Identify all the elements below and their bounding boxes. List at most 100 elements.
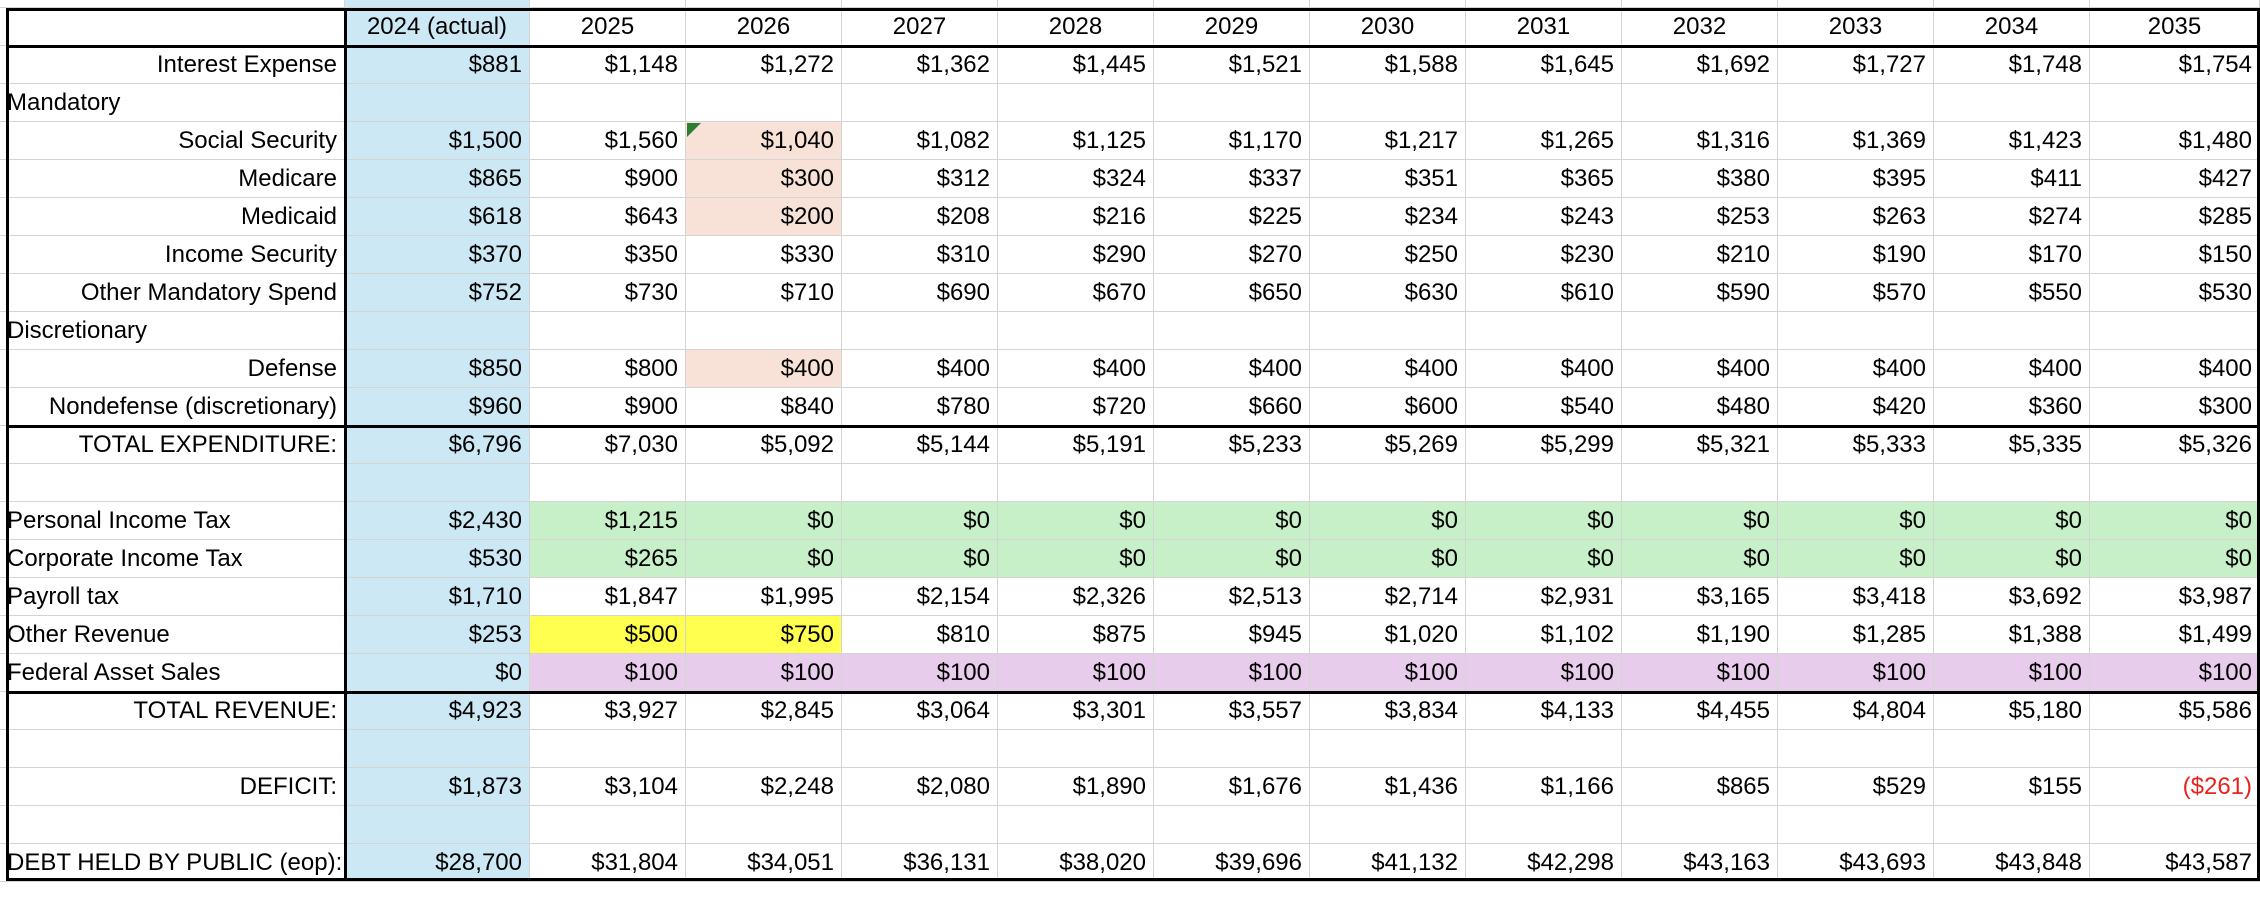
- value-cell[interactable]: $253: [345, 616, 530, 654]
- value-cell[interactable]: $300: [2090, 388, 2260, 426]
- value-cell[interactable]: $4,923: [345, 692, 530, 730]
- value-cell[interactable]: $100: [686, 654, 842, 692]
- value-cell[interactable]: [2090, 84, 2260, 122]
- value-cell[interactable]: $1,754: [2090, 46, 2260, 84]
- column-header-2030[interactable]: 2030: [1310, 8, 1466, 46]
- value-cell[interactable]: $1,020: [1310, 616, 1466, 654]
- value-cell[interactable]: $0: [686, 502, 842, 540]
- value-cell[interactable]: $1,645: [1466, 46, 1622, 84]
- value-cell[interactable]: $600: [1310, 388, 1466, 426]
- value-cell[interactable]: $370: [345, 236, 530, 274]
- value-cell[interactable]: [1622, 84, 1778, 122]
- value-cell[interactable]: $28,700: [345, 844, 530, 882]
- value-cell[interactable]: $960: [345, 388, 530, 426]
- row-label-debt-held-by-public-eop[interactable]: DEBT HELD BY PUBLIC (eop):: [0, 844, 345, 882]
- top-strip-cell[interactable]: [1154, 0, 1310, 8]
- value-cell[interactable]: $1,272: [686, 46, 842, 84]
- value-cell[interactable]: $411: [1934, 160, 2090, 198]
- value-cell[interactable]: $1,873: [345, 768, 530, 806]
- value-cell[interactable]: [686, 806, 842, 844]
- value-cell[interactable]: $2,248: [686, 768, 842, 806]
- value-cell[interactable]: $1,499: [2090, 616, 2260, 654]
- value-cell[interactable]: [1310, 730, 1466, 768]
- value-cell[interactable]: $285: [2090, 198, 2260, 236]
- value-cell[interactable]: $420: [1778, 388, 1934, 426]
- value-cell[interactable]: $1,148: [530, 46, 686, 84]
- value-cell[interactable]: [1154, 806, 1310, 844]
- value-cell[interactable]: $200: [686, 198, 842, 236]
- value-cell[interactable]: $500: [530, 616, 686, 654]
- row-label-deficit[interactable]: DEFICIT:: [0, 768, 345, 806]
- value-cell[interactable]: $5,233: [1154, 426, 1310, 464]
- value-cell[interactable]: [530, 84, 686, 122]
- value-cell[interactable]: $780: [842, 388, 998, 426]
- value-cell[interactable]: $43,848: [1934, 844, 2090, 882]
- value-cell[interactable]: [530, 730, 686, 768]
- value-cell[interactable]: $529: [1778, 768, 1934, 806]
- row-label-total-expenditure[interactable]: TOTAL EXPENDITURE:: [0, 426, 345, 464]
- value-cell[interactable]: $1,692: [1622, 46, 1778, 84]
- value-cell[interactable]: [1778, 84, 1934, 122]
- row-label-social-security[interactable]: Social Security: [0, 122, 345, 160]
- value-cell[interactable]: $1,102: [1466, 616, 1622, 654]
- value-cell[interactable]: $1,217: [1310, 122, 1466, 160]
- value-cell[interactable]: $263: [1778, 198, 1934, 236]
- value-cell[interactable]: $100: [1310, 654, 1466, 692]
- value-cell[interactable]: [1154, 464, 1310, 502]
- value-cell[interactable]: [1466, 806, 1622, 844]
- value-cell[interactable]: $324: [998, 160, 1154, 198]
- value-cell[interactable]: $660: [1154, 388, 1310, 426]
- value-cell[interactable]: $945: [1154, 616, 1310, 654]
- column-header-2031[interactable]: 2031: [1466, 8, 1622, 46]
- value-cell[interactable]: $1,676: [1154, 768, 1310, 806]
- value-cell[interactable]: $190: [1778, 236, 1934, 274]
- value-cell[interactable]: [530, 312, 686, 350]
- value-cell[interactable]: $400: [1778, 350, 1934, 388]
- value-cell[interactable]: $2,326: [998, 578, 1154, 616]
- value-cell[interactable]: $2,714: [1310, 578, 1466, 616]
- top-strip-cell[interactable]: [998, 0, 1154, 8]
- value-cell[interactable]: $1,388: [1934, 616, 2090, 654]
- value-cell[interactable]: $1,423: [1934, 122, 2090, 160]
- top-strip-cell[interactable]: [2090, 0, 2260, 8]
- top-strip-cell[interactable]: [345, 0, 530, 8]
- row-label-other-mandatory-spend[interactable]: Other Mandatory Spend: [0, 274, 345, 312]
- value-cell[interactable]: [345, 806, 530, 844]
- value-cell[interactable]: $34,051: [686, 844, 842, 882]
- value-cell[interactable]: [842, 806, 998, 844]
- row-label-payroll-tax[interactable]: Payroll tax: [0, 578, 345, 616]
- value-cell[interactable]: $6,796: [345, 426, 530, 464]
- value-cell[interactable]: $100: [1934, 654, 2090, 692]
- row-label-blank[interactable]: [0, 464, 345, 502]
- value-cell[interactable]: [2090, 806, 2260, 844]
- row-label-nondefense-discretionary[interactable]: Nondefense (discretionary): [0, 388, 345, 426]
- value-cell[interactable]: $2,513: [1154, 578, 1310, 616]
- value-cell[interactable]: $0: [1622, 502, 1778, 540]
- value-cell[interactable]: [998, 312, 1154, 350]
- value-cell[interactable]: $3,692: [1934, 578, 2090, 616]
- value-cell[interactable]: [1934, 806, 2090, 844]
- row-label-personal-income-tax[interactable]: Personal Income Tax: [0, 502, 345, 540]
- value-cell[interactable]: $480: [1622, 388, 1778, 426]
- value-cell[interactable]: $210: [1622, 236, 1778, 274]
- value-cell[interactable]: $1,480: [2090, 122, 2260, 160]
- value-cell[interactable]: $690: [842, 274, 998, 312]
- value-cell[interactable]: $900: [530, 160, 686, 198]
- row-label-income-security[interactable]: Income Security: [0, 236, 345, 274]
- row-label-corporate-income-tax[interactable]: Corporate Income Tax: [0, 540, 345, 578]
- value-cell[interactable]: $3,165: [1622, 578, 1778, 616]
- value-cell[interactable]: $0: [1154, 502, 1310, 540]
- column-header-2024-actual[interactable]: 2024 (actual): [345, 8, 530, 46]
- value-cell[interactable]: $7,030: [530, 426, 686, 464]
- top-strip-cell[interactable]: [1466, 0, 1622, 8]
- value-cell[interactable]: $630: [1310, 274, 1466, 312]
- value-cell[interactable]: $4,804: [1778, 692, 1934, 730]
- value-cell[interactable]: [1934, 84, 2090, 122]
- value-cell[interactable]: [998, 730, 1154, 768]
- value-cell[interactable]: $400: [1466, 350, 1622, 388]
- value-cell[interactable]: $0: [2090, 540, 2260, 578]
- value-cell[interactable]: $31,804: [530, 844, 686, 882]
- value-cell[interactable]: [1934, 730, 2090, 768]
- value-cell[interactable]: $274: [1934, 198, 2090, 236]
- value-cell[interactable]: $3,064: [842, 692, 998, 730]
